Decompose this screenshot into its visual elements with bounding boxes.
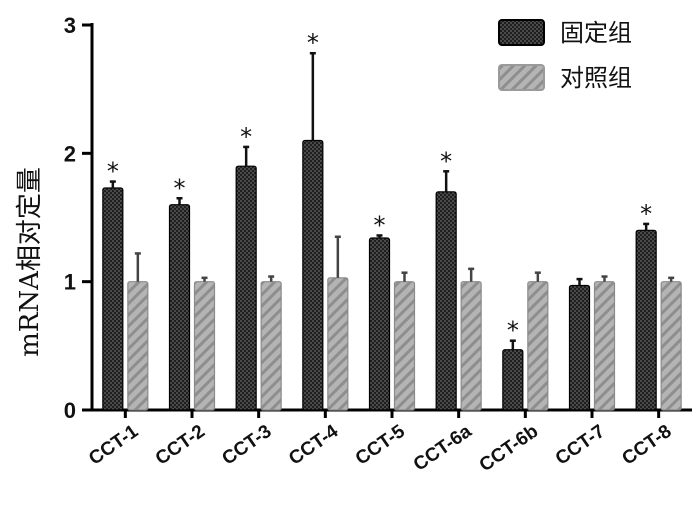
legend-swatch-fixed	[498, 19, 545, 46]
x-tick-label: CCT-4	[285, 421, 342, 470]
legend: 固定组 对照组	[498, 19, 632, 92]
legend-label-fixed: 固定组	[560, 19, 632, 47]
x-tick-label: CCT-6b	[476, 421, 543, 476]
y-axis-label: mRNA相对定量	[15, 167, 45, 357]
x-tick-label: CCT-8	[619, 421, 676, 470]
significance-star: *	[507, 317, 519, 345]
bar-fixed	[568, 284, 591, 411]
bar-fixed	[502, 349, 524, 411]
x-tick-label: CCT-5	[352, 421, 409, 470]
bar-fixed	[435, 191, 457, 411]
y-tick-label: 2	[64, 141, 76, 166]
bar-control	[260, 281, 282, 411]
y-tick-label: 3	[64, 13, 76, 38]
significance-star: *	[307, 29, 319, 57]
bar-control	[593, 281, 616, 411]
bar-control	[327, 277, 349, 411]
y-tick-label: 0	[64, 398, 76, 423]
bar-fixed	[168, 204, 191, 411]
x-tick-label: CCT-3	[219, 421, 276, 470]
bar-fixed	[102, 187, 124, 411]
significance-star: *	[240, 123, 252, 151]
significance-star: *	[174, 174, 186, 202]
x-tick-label: CCT-2	[152, 421, 209, 470]
bar-control	[527, 281, 549, 411]
axes	[82, 23, 692, 418]
bar-control	[460, 281, 482, 411]
bar-fixed	[368, 237, 391, 411]
x-tick-label: CCT-6a	[410, 421, 476, 476]
bar-control	[127, 281, 149, 411]
significance-star: *	[640, 200, 652, 228]
bar-fixed	[235, 165, 257, 411]
significance-star: *	[374, 211, 386, 239]
bar-control	[660, 281, 682, 411]
bar-control	[393, 281, 416, 411]
legend-swatch-control	[498, 64, 545, 91]
legend-label-control: 对照组	[560, 64, 632, 92]
x-tick-label: CCT-1	[85, 421, 142, 470]
y-tick-label: 1	[64, 270, 76, 295]
significance-star: *	[107, 158, 119, 186]
bar-fixed	[302, 139, 324, 411]
bars: * * * * * * * *	[102, 29, 682, 411]
bar-fixed	[635, 229, 657, 411]
bar-control	[193, 281, 216, 411]
significance-star: *	[440, 147, 452, 175]
x-tick-label: CCT-7	[552, 421, 609, 470]
